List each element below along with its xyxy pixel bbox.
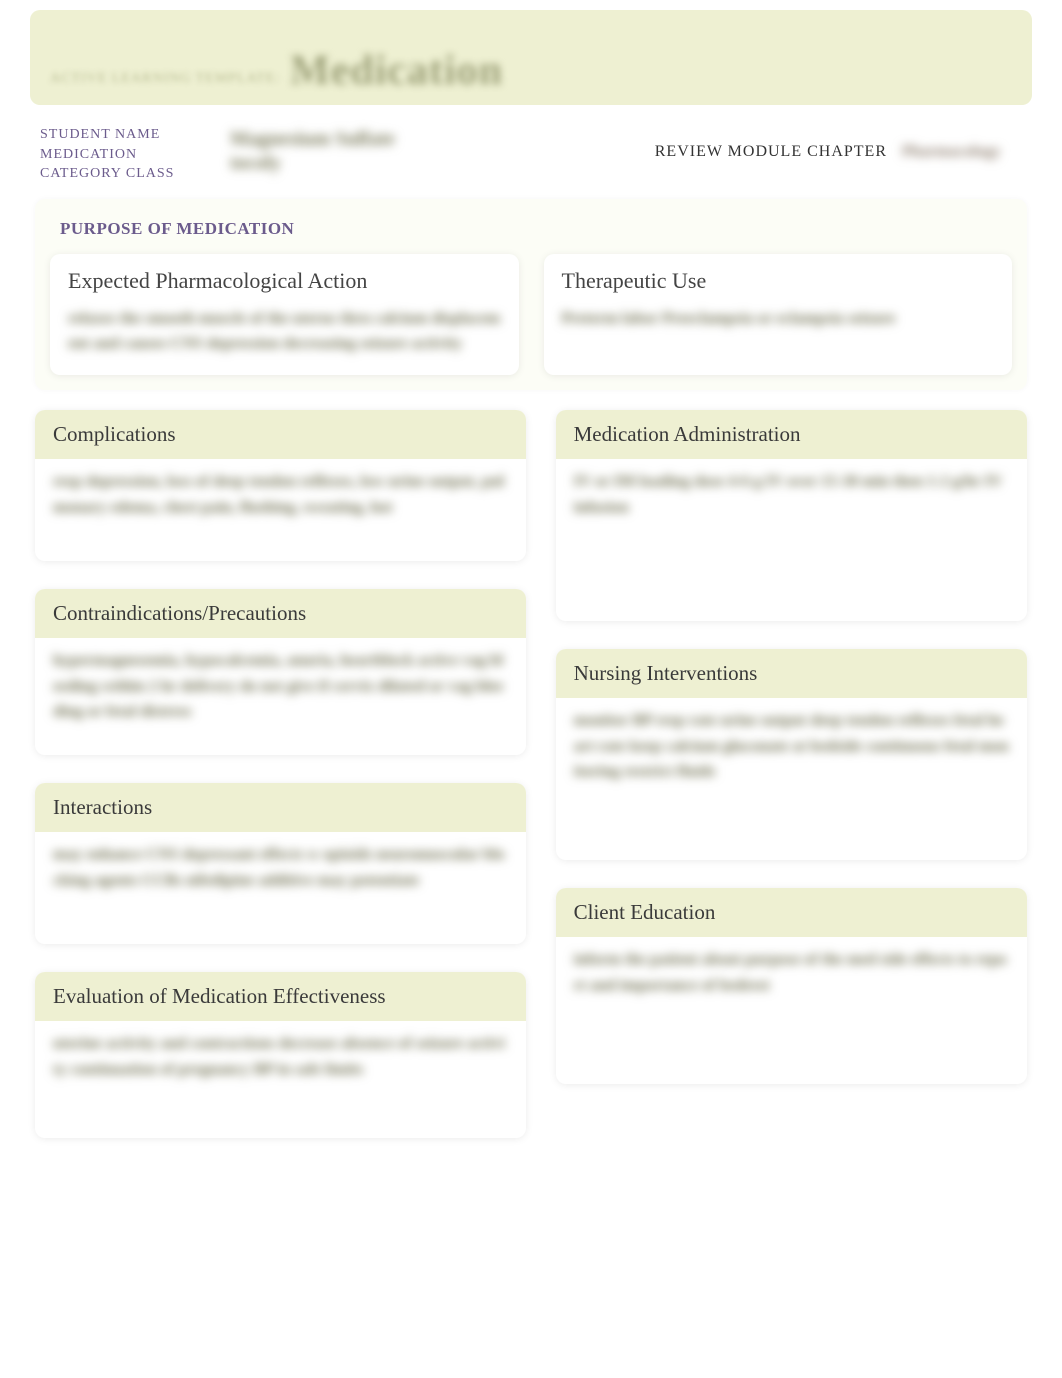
meta-row: STUDENT NAME MEDICATION CATEGORY CLASS M… bbox=[30, 125, 1032, 199]
columns: Complications resp depression, loss of d… bbox=[30, 410, 1032, 1138]
meta-labels: STUDENT NAME MEDICATION CATEGORY CLASS bbox=[40, 125, 230, 184]
expected-action-header: Expected Pharmacological Action bbox=[68, 268, 501, 298]
purpose-cards: Expected Pharmacological Action relaxes … bbox=[50, 254, 1012, 375]
client-education-card: Client Education inform the patient abou… bbox=[556, 888, 1027, 1084]
evaluation-body-blurred: uterine activity and contractions decrea… bbox=[53, 1031, 508, 1116]
banner-small-text: ACTIVE LEARNING TEMPLATE: bbox=[50, 71, 280, 87]
contraindications-card: Contraindications/Precautions hypermagne… bbox=[35, 589, 526, 755]
client-education-body-blurred: inform the patient about purpose of the … bbox=[574, 947, 1009, 1062]
evaluation-card: Evaluation of Medication Effectiveness u… bbox=[35, 972, 526, 1138]
therapeutic-use-header: Therapeutic Use bbox=[562, 268, 995, 298]
administration-header: Medication Administration bbox=[556, 410, 1027, 459]
therapeutic-use-card: Therapeutic Use Preterm labor Preeclamps… bbox=[544, 254, 1013, 375]
medication-value-blurred: Magnesium Sulfate tocoly bbox=[230, 125, 520, 175]
banner-large-text: Medication bbox=[290, 47, 503, 95]
contraindications-body-blurred: hypermagnesemia, hypocalcemia, anuria, h… bbox=[53, 648, 508, 733]
administration-body-blurred: IV or IM loading dose 4-6 g IV over 15-3… bbox=[574, 469, 1009, 599]
column-left: Complications resp depression, loss of d… bbox=[35, 410, 526, 1138]
complications-card: Complications resp depression, loss of d… bbox=[35, 410, 526, 561]
therapeutic-use-body-blurred: Preterm labor Preeclampsia or eclampsia … bbox=[562, 306, 995, 332]
top-banner: ACTIVE LEARNING TEMPLATE: Medication bbox=[30, 10, 1032, 105]
complications-header: Complications bbox=[35, 410, 526, 459]
column-right: Medication Administration IV or IM loadi… bbox=[556, 410, 1027, 1138]
evaluation-header: Evaluation of Medication Effectiveness bbox=[35, 972, 526, 1021]
review-value-blurred: Pharmacology bbox=[902, 143, 1022, 168]
interactions-card: Interactions may enhance CNS depressant … bbox=[35, 783, 526, 944]
administration-card: Medication Administration IV or IM loadi… bbox=[556, 410, 1027, 621]
contraindications-header: Contraindications/Precautions bbox=[35, 589, 526, 638]
purpose-section: PURPOSE OF MEDICATION Expected Pharmacol… bbox=[35, 199, 1027, 390]
expected-action-body-blurred: relaxes the smooth muscle of the uterus … bbox=[68, 306, 501, 357]
page-root: ACTIVE LEARNING TEMPLATE: Medication STU… bbox=[0, 10, 1062, 1218]
interactions-body-blurred: may enhance CNS depressant effects w opi… bbox=[53, 842, 508, 922]
nursing-card: Nursing Interventions monitor BP resp ra… bbox=[556, 649, 1027, 860]
client-education-header: Client Education bbox=[556, 888, 1027, 937]
complications-body-blurred: resp depression, loss of deep tendon ref… bbox=[53, 469, 508, 539]
category-class-label: CATEGORY CLASS bbox=[40, 164, 230, 184]
interactions-header: Interactions bbox=[35, 783, 526, 832]
expected-action-card: Expected Pharmacological Action relaxes … bbox=[50, 254, 519, 375]
review-module-label: REVIEW MODULE CHAPTER bbox=[655, 125, 887, 161]
purpose-title: PURPOSE OF MEDICATION bbox=[50, 214, 1012, 254]
nursing-header: Nursing Interventions bbox=[556, 649, 1027, 698]
nursing-body-blurred: monitor BP resp rate urine output deep t… bbox=[574, 708, 1009, 838]
medication-label: MEDICATION bbox=[40, 145, 230, 165]
student-name-label: STUDENT NAME bbox=[40, 125, 230, 145]
